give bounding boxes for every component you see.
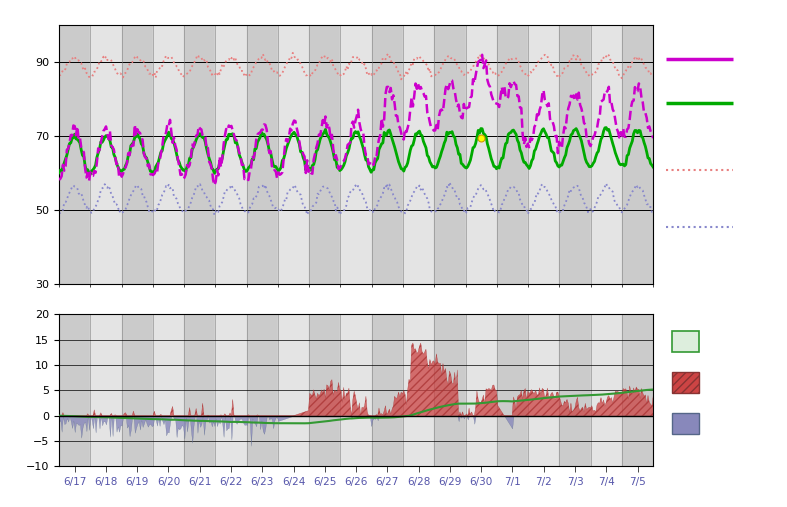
Bar (216, 314, 246, 466)
Bar (121, 314, 153, 466)
Bar (434, 25, 466, 284)
Bar (497, 314, 528, 466)
Bar (528, 314, 560, 466)
Bar (434, 314, 466, 466)
Bar (671, 372, 699, 393)
Bar (309, 314, 341, 466)
Bar (153, 25, 184, 284)
Bar (341, 314, 371, 466)
Bar (216, 25, 246, 284)
Bar (341, 25, 371, 284)
Bar (497, 25, 528, 284)
Bar (671, 331, 699, 352)
Bar (91, 314, 121, 466)
Bar (371, 314, 403, 466)
Bar (671, 413, 699, 434)
Bar (403, 314, 434, 466)
Bar (278, 25, 309, 284)
Bar (466, 314, 497, 466)
Bar (91, 25, 121, 284)
Bar (59, 25, 91, 284)
Bar (184, 25, 216, 284)
Bar (184, 314, 216, 466)
Bar (591, 314, 622, 466)
Bar (403, 25, 434, 284)
Bar (622, 314, 653, 466)
Bar (121, 25, 153, 284)
Bar (560, 25, 591, 284)
Bar (278, 314, 309, 466)
Bar (59, 314, 91, 466)
Bar (153, 314, 184, 466)
Bar (309, 25, 341, 284)
Bar (246, 25, 278, 284)
Bar (246, 314, 278, 466)
Bar (622, 25, 653, 284)
Bar (466, 25, 497, 284)
Bar (560, 314, 591, 466)
Bar (528, 25, 560, 284)
Bar (591, 25, 622, 284)
Bar (371, 25, 403, 284)
